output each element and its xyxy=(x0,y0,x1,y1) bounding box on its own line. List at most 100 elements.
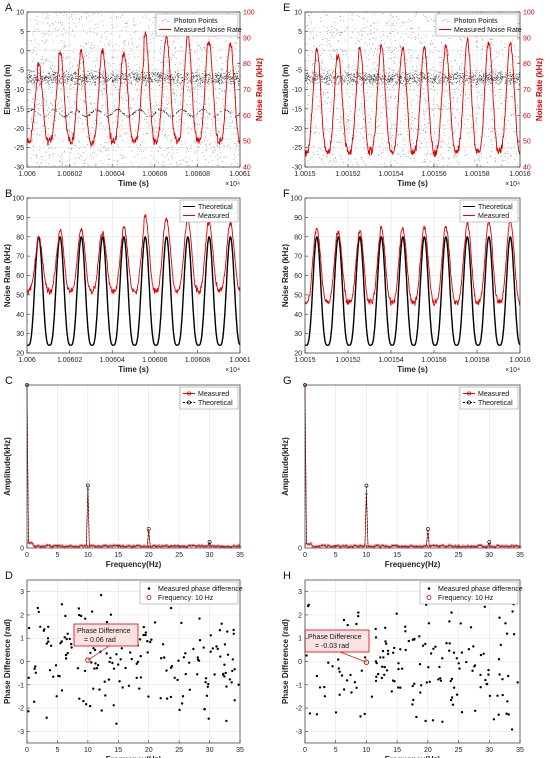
photon-point xyxy=(144,74,146,76)
photon-point xyxy=(446,120,448,122)
photon-point xyxy=(42,81,43,83)
photon-point xyxy=(106,149,108,151)
photon-point xyxy=(147,133,148,134)
photon-point xyxy=(210,43,212,45)
photon-point xyxy=(166,113,167,114)
photon-point xyxy=(448,93,450,95)
photon-point xyxy=(387,25,388,26)
photon-point xyxy=(327,121,329,122)
photon-point xyxy=(135,73,136,74)
photon-point xyxy=(219,81,220,83)
photon-point xyxy=(217,77,219,79)
photon-point xyxy=(328,75,329,76)
photon-point xyxy=(160,77,162,79)
photon-point xyxy=(502,36,503,37)
photon-point xyxy=(154,74,155,76)
photon-point xyxy=(433,20,434,22)
photon-point xyxy=(365,79,367,81)
photon-point xyxy=(140,52,142,54)
photon-point xyxy=(389,79,390,81)
photon-point xyxy=(461,46,462,48)
photon-point xyxy=(119,78,121,79)
photon-point xyxy=(478,113,480,115)
photon-point xyxy=(95,78,97,80)
photon-point xyxy=(237,77,239,79)
photon-point xyxy=(349,120,351,121)
photon-point xyxy=(87,144,88,145)
photon-point xyxy=(69,67,71,69)
photon-point xyxy=(163,128,165,130)
photon-point xyxy=(475,78,476,80)
photon-point xyxy=(75,145,76,146)
photon-point xyxy=(70,62,71,64)
photon-point xyxy=(345,54,347,56)
photon-point xyxy=(448,52,450,53)
photon-point xyxy=(82,71,84,72)
photon-point xyxy=(235,107,236,109)
photon-point xyxy=(69,129,71,130)
photon-point xyxy=(181,108,183,110)
photon-point xyxy=(108,43,109,44)
photon-point xyxy=(228,76,229,78)
y-tick-label: 0 xyxy=(20,48,24,55)
photon-point xyxy=(505,152,506,154)
photon-point xyxy=(79,111,80,112)
photon-point xyxy=(66,79,68,81)
photon-point xyxy=(85,76,87,78)
photon-point xyxy=(104,114,105,116)
photon-point xyxy=(462,82,464,83)
photon-point xyxy=(332,85,333,87)
photon-point xyxy=(135,81,137,83)
photon-point xyxy=(238,80,239,82)
photon-point xyxy=(422,113,424,115)
photon-point xyxy=(380,164,382,165)
photon-point xyxy=(380,81,382,83)
photon-point xyxy=(104,88,106,89)
photon-point xyxy=(50,75,52,76)
photon-point xyxy=(161,75,162,76)
photon-point xyxy=(34,81,35,82)
photon-point xyxy=(116,109,117,110)
photon-point xyxy=(217,75,219,76)
photon-point xyxy=(331,58,332,59)
photon-point xyxy=(159,77,161,79)
photon-point xyxy=(351,13,353,15)
photon-point xyxy=(117,78,119,80)
photon-point xyxy=(44,116,46,118)
photon-point xyxy=(43,71,44,73)
photon-point xyxy=(476,118,477,119)
photon-point xyxy=(147,71,148,73)
photon-point xyxy=(86,18,87,20)
photon-point xyxy=(89,31,91,33)
photon-point xyxy=(390,96,392,98)
photon-point xyxy=(343,133,344,134)
photon-point xyxy=(224,112,226,114)
photon-point xyxy=(443,48,445,49)
photon-point xyxy=(101,129,103,131)
photon-point xyxy=(168,115,169,117)
photon-point xyxy=(56,83,57,85)
photon-point xyxy=(319,133,320,134)
photon-point xyxy=(58,138,59,140)
photon-point xyxy=(398,19,400,20)
photon-point xyxy=(200,78,202,79)
photon-point xyxy=(209,105,210,107)
photon-point xyxy=(167,154,168,155)
photon-point xyxy=(448,82,449,83)
photon-point xyxy=(459,120,461,122)
photon-point xyxy=(39,73,40,74)
photon-point xyxy=(147,124,149,125)
photon-point xyxy=(386,150,388,151)
photon-point xyxy=(83,75,84,77)
photon-point xyxy=(30,75,31,76)
photon-point xyxy=(495,83,497,85)
photon-point xyxy=(432,109,433,110)
photon-point xyxy=(206,79,207,80)
photon-point xyxy=(368,54,369,56)
photon-point xyxy=(168,134,170,136)
photon-point xyxy=(42,79,43,81)
photon-point xyxy=(324,50,325,52)
photon-point xyxy=(96,77,98,78)
photon-point xyxy=(439,108,441,110)
photon-point xyxy=(149,74,150,75)
